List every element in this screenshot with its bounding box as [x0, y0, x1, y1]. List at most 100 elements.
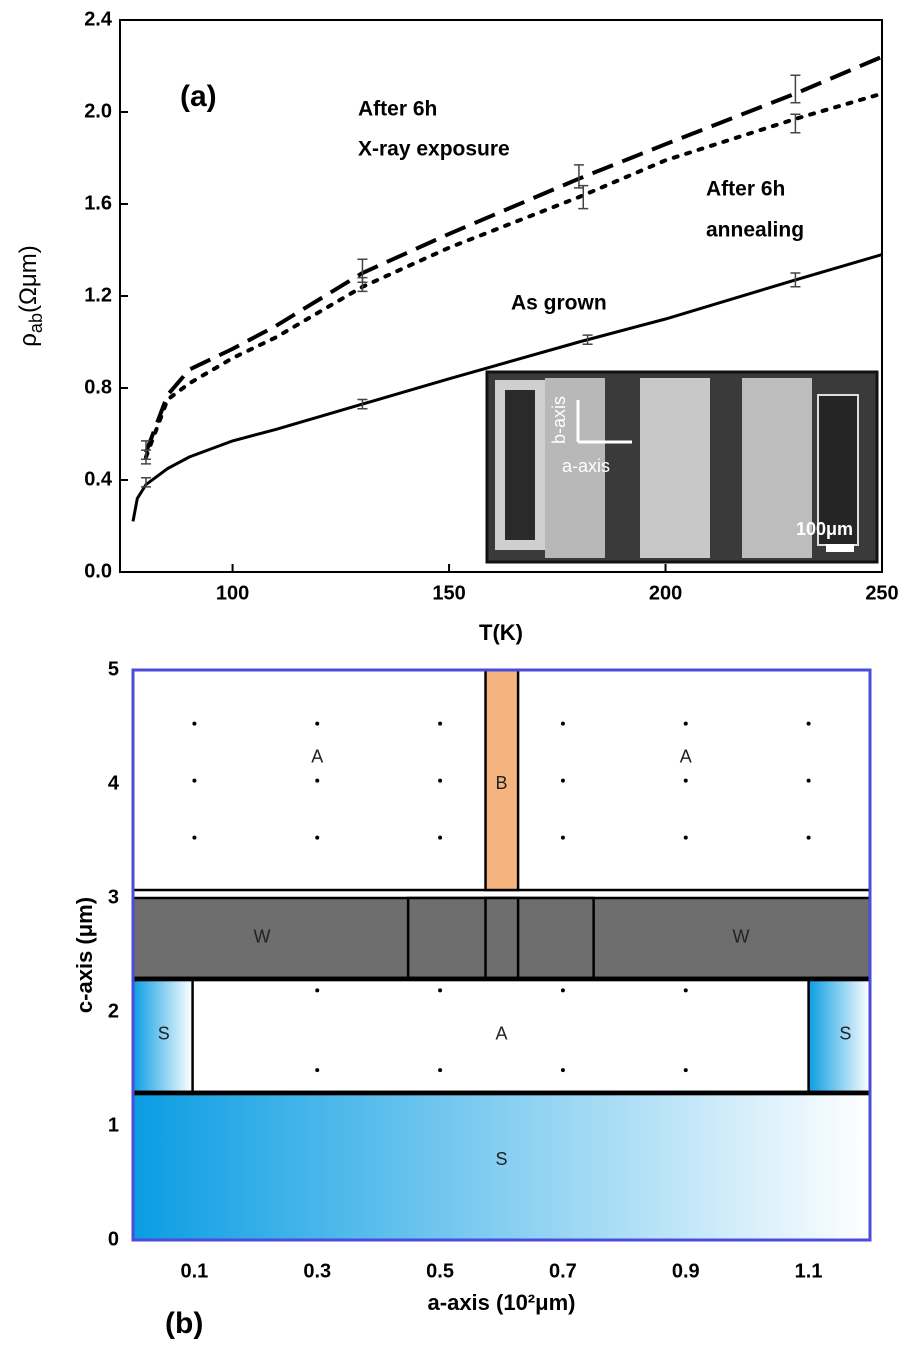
error-bar: [582, 334, 593, 346]
dot: [438, 778, 443, 783]
error-bar: [790, 74, 801, 104]
inset-stripe: [817, 394, 859, 546]
y-tick-label: 0: [108, 1228, 119, 1250]
annotation: annealing: [706, 219, 804, 242]
x-tick-label: 1.1: [795, 1260, 823, 1282]
y-axis-label-part: (Ωμm): [15, 245, 42, 313]
plot-a: 0.0 0.4 0.8 1.2 1.6 2.0 2.4 100 150 200 250 T(K) ρab…: [15, 8, 898, 645]
region: [807, 978, 872, 1094]
y-tick-label: 5: [108, 658, 119, 680]
x-tick-label: 250: [865, 582, 898, 604]
x-tick-label: 150: [432, 582, 465, 604]
y-tick-label: 1.6: [84, 192, 112, 214]
annotation: As grown: [511, 292, 607, 315]
region-label: B: [495, 773, 507, 793]
inset-label: 100μm: [796, 519, 853, 539]
x-tick-label: 100: [216, 582, 249, 604]
error-bar: [357, 276, 368, 293]
region-label: A: [495, 1024, 507, 1044]
panel-label: (b): [165, 1307, 203, 1340]
x-tick-label: 0.5: [426, 1260, 454, 1282]
y-tick-label: 3: [108, 886, 119, 908]
x-tick-label: 0.3: [303, 1260, 331, 1282]
inset-stripe: [742, 378, 812, 558]
panel-label: (a): [180, 80, 217, 113]
x-tick-label: 200: [649, 582, 682, 604]
inset-label: a-axis: [562, 456, 610, 476]
region-label: A: [680, 747, 692, 767]
y-tick-label: 1: [108, 1114, 119, 1136]
dot: [560, 835, 565, 840]
region: [484, 668, 520, 892]
error-bar: [140, 449, 151, 465]
dot: [683, 835, 688, 840]
region-label: S: [839, 1024, 851, 1044]
dot: [560, 721, 565, 726]
inset-stripe: [545, 378, 605, 558]
y-tick-label: 0.4: [84, 468, 113, 490]
dot: [315, 778, 320, 783]
x-tick-label: 0.9: [672, 1260, 700, 1282]
error-bar: [573, 164, 584, 189]
dot: [438, 1068, 443, 1073]
dot: [683, 988, 688, 993]
dot: [560, 778, 565, 783]
region: [484, 896, 520, 980]
dot: [806, 721, 811, 726]
x-axis-label: a-axis (10²μm): [428, 1290, 576, 1315]
y-axis-label: ρab(Ωμm): [15, 245, 45, 346]
y-axis-label-part: ρ: [15, 333, 42, 347]
y-axis-label: c-axis (μm): [72, 897, 97, 1013]
region-label: W: [253, 927, 270, 947]
dot: [192, 835, 197, 840]
dot: [192, 778, 197, 783]
region: [131, 978, 194, 1094]
scale-bar: [826, 544, 854, 552]
dot: [315, 1068, 320, 1073]
inset: b-axis a-axis 100μm: [485, 370, 879, 564]
error-bar: [790, 113, 801, 134]
inset-stripe: [505, 390, 535, 540]
plot-frame: [131, 668, 872, 1242]
dot: [683, 1068, 688, 1073]
dot: [806, 778, 811, 783]
region-label: W: [733, 927, 750, 947]
error-bar: [140, 476, 151, 488]
dot: [806, 835, 811, 840]
error-bar: [790, 272, 801, 288]
error-bar: [578, 184, 589, 210]
dot: [192, 721, 197, 726]
annotation: After 6h: [706, 178, 785, 201]
dot: [438, 988, 443, 993]
dot: [315, 721, 320, 726]
y-tick-label: 4: [108, 772, 120, 794]
annotation: After 6h: [358, 98, 437, 121]
region-label: S: [158, 1024, 170, 1044]
dot: [683, 778, 688, 783]
error-bar: [357, 398, 368, 410]
y-tick-label: 0.0: [84, 560, 112, 582]
inset-label: b-axis: [549, 396, 569, 444]
region-label: S: [495, 1149, 507, 1169]
inset-stripe: [640, 378, 710, 558]
y-axis-label-part: ab: [26, 313, 46, 333]
y-tick-label: 2.4: [84, 8, 113, 30]
dot: [683, 721, 688, 726]
y-tick-label: 2.0: [84, 100, 112, 122]
region: [131, 978, 872, 1094]
dot: [315, 835, 320, 840]
dot: [560, 1068, 565, 1073]
annotation: X-ray exposure: [358, 138, 510, 161]
y-tick-label: 1.2: [84, 284, 112, 306]
dot: [560, 988, 565, 993]
x-tick-label: 0.1: [181, 1260, 209, 1282]
dot: [438, 721, 443, 726]
plot-b: A A B W W S A S S 0.1 0.3 0.5 0.7 0.9 1.1 0 1 2 3 4 5 a-axis …: [72, 658, 872, 1315]
y-tick-label: 0.8: [84, 376, 112, 398]
dot: [438, 835, 443, 840]
y-tick-label: 2: [108, 1000, 119, 1022]
x-tick-label: 0.7: [549, 1260, 577, 1282]
x-axis-label: T(K): [479, 620, 523, 645]
